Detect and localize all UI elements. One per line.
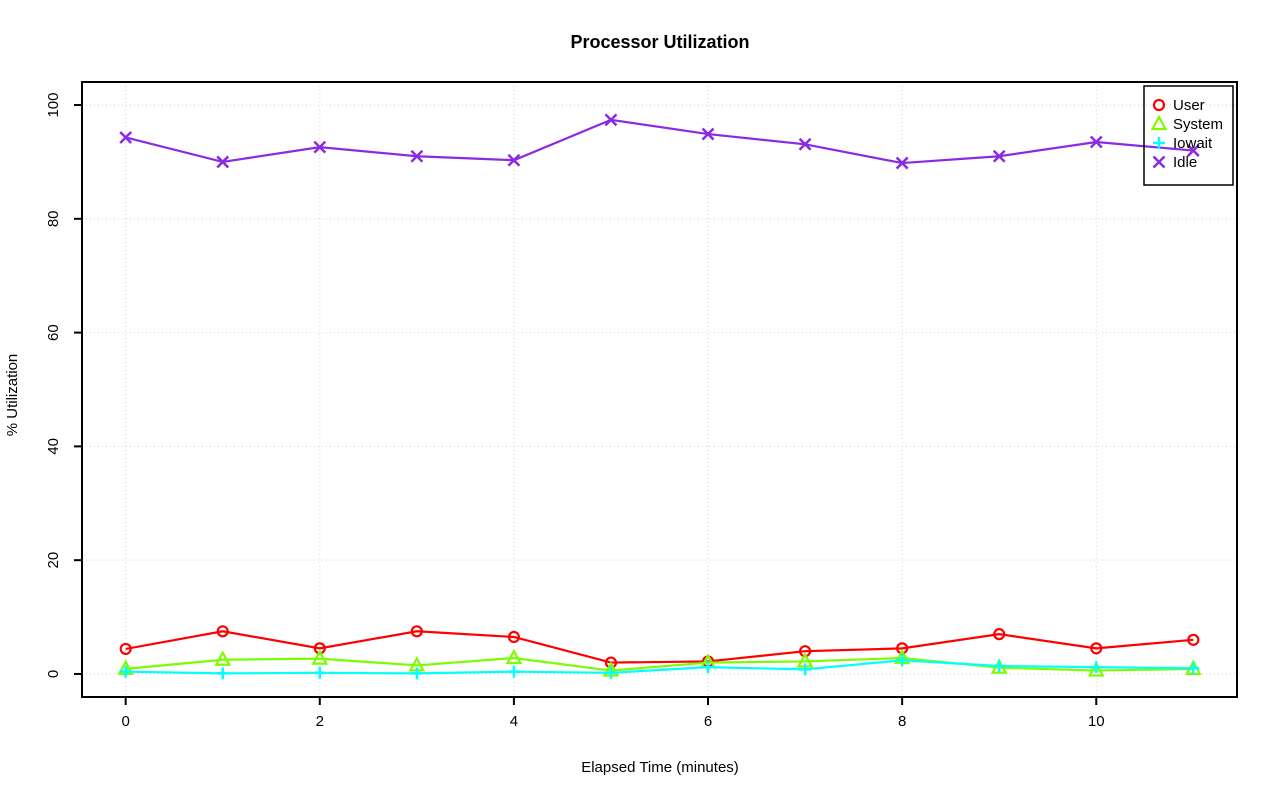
series-user <box>119 625 1200 669</box>
system-marker <box>505 648 523 665</box>
legend-label: Iowait <box>1173 135 1213 152</box>
iowait-marker <box>1090 661 1103 674</box>
iowait-marker <box>993 659 1006 672</box>
system-marker <box>1087 661 1105 677</box>
idle-marker <box>119 131 133 144</box>
legend-marker-iowait <box>1153 137 1165 149</box>
legend-marker-idle <box>1152 155 1166 169</box>
idle-marker <box>701 127 715 141</box>
idle-marker <box>1186 144 1200 157</box>
legend-item-iowait: Iowait <box>1153 135 1213 152</box>
x-tick-label: 2 <box>316 713 324 730</box>
idle-marker <box>410 149 424 163</box>
legend-label: User <box>1173 97 1205 114</box>
user-marker <box>119 642 132 656</box>
y-tick-label: 0 <box>45 670 62 678</box>
user-marker <box>1187 633 1200 646</box>
y-tick-label: 20 <box>45 552 62 569</box>
iowait-marker <box>1187 662 1200 675</box>
legend-item-user: User <box>1152 97 1205 114</box>
iowait-marker <box>119 665 132 678</box>
series-line-idle <box>125 118 1194 165</box>
legend-label: System <box>1173 116 1223 133</box>
user-marker <box>216 625 229 638</box>
user-marker <box>993 628 1006 641</box>
legend-box <box>1143 85 1234 186</box>
user-marker <box>507 630 521 644</box>
legend-item-idle: Idle <box>1152 154 1197 171</box>
grid-layer <box>82 82 1237 697</box>
legend-marker-user <box>1152 98 1166 112</box>
legend-label: Idle <box>1173 154 1197 171</box>
series-line-user <box>125 630 1194 664</box>
idle-marker <box>216 155 230 169</box>
idle-marker <box>992 149 1006 163</box>
y-tick-label: 40 <box>45 438 62 455</box>
user-marker <box>896 642 909 655</box>
idle-marker <box>1089 135 1103 149</box>
legend-marker-system <box>1150 114 1168 131</box>
series-system <box>117 648 1202 677</box>
system-marker <box>214 650 232 666</box>
y-tick-label: 60 <box>45 324 62 341</box>
iowait-marker <box>216 667 229 680</box>
user-marker <box>1090 642 1103 655</box>
x-axis-label: Elapsed Time (minutes) <box>581 759 739 776</box>
system-marker <box>311 649 329 665</box>
y-axis-label: % Utilization <box>4 354 21 437</box>
plot-box <box>81 81 1238 698</box>
series-line-system <box>125 656 1194 672</box>
chart-title: Processor Utilization <box>570 32 749 52</box>
x-tick-label: 4 <box>510 713 518 730</box>
idle-marker <box>313 140 327 154</box>
legend: User System Iowait Idle <box>1143 85 1234 186</box>
y-tick-label: 100 <box>45 93 62 118</box>
series-idle <box>119 113 1200 170</box>
iowait-marker <box>507 665 520 678</box>
iowait-marker <box>896 654 909 667</box>
series-line-iowait <box>125 659 1194 675</box>
idle-marker <box>798 137 812 151</box>
iowait-marker <box>410 667 423 680</box>
iowait-marker <box>604 666 617 679</box>
x-tick-label: 0 <box>122 713 130 730</box>
x-tick-label: 6 <box>704 713 712 730</box>
iowait-marker <box>799 663 812 676</box>
series-iowait <box>119 654 1200 680</box>
idle-marker <box>604 113 618 127</box>
legend-item-system: System <box>1150 114 1223 133</box>
x-tick-label: 10 <box>1088 713 1105 730</box>
y-tick-label: 80 <box>45 210 62 227</box>
idle-marker <box>895 156 909 170</box>
iowait-marker <box>702 661 715 674</box>
x-tick-label: 8 <box>898 713 906 730</box>
idle-marker <box>507 153 521 167</box>
iowait-marker <box>313 666 326 679</box>
user-marker <box>410 625 423 638</box>
series-layer <box>117 113 1202 680</box>
